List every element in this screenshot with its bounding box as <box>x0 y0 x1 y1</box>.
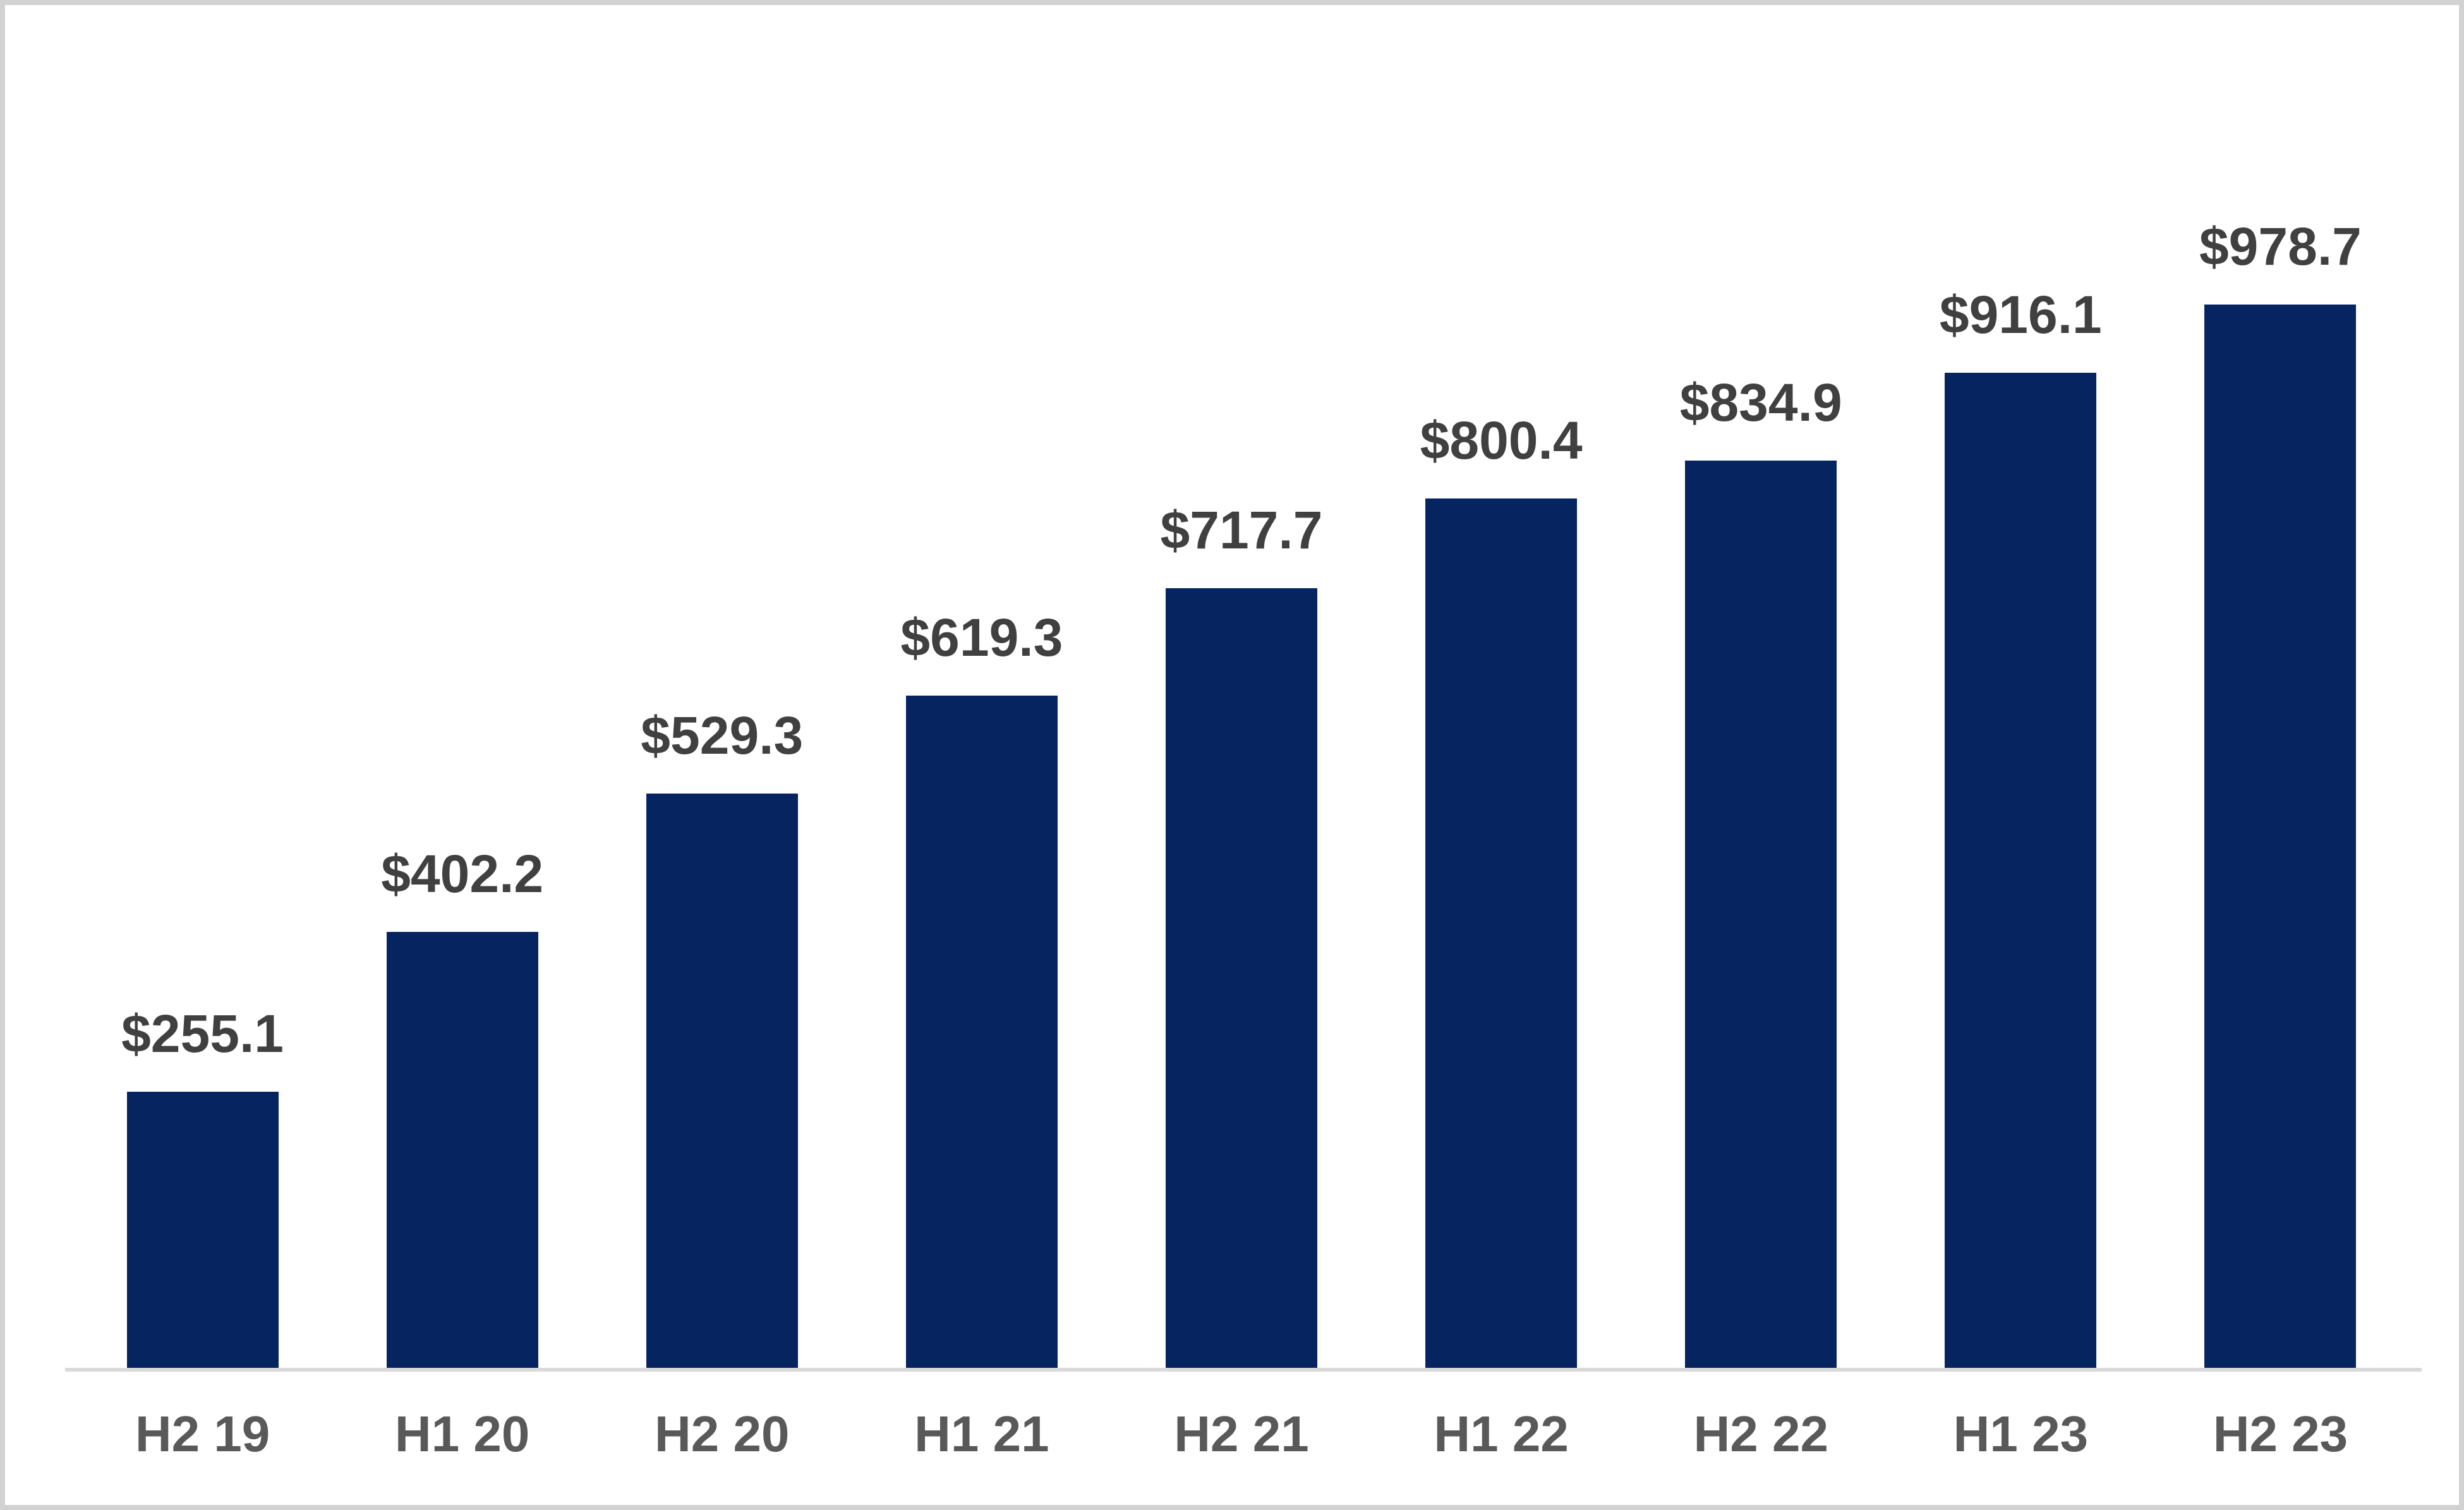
bar <box>1425 498 1578 1370</box>
x-axis-label: H1 23 <box>1953 1406 2089 1462</box>
x-axis-line <box>65 1368 2422 1372</box>
bar-value-label: $800.4 <box>1420 411 1583 470</box>
bar-value-label: $402.2 <box>381 844 544 903</box>
bar-value-label: $978.7 <box>2199 217 2362 276</box>
bar-value-label: $619.3 <box>900 608 1063 667</box>
bar <box>646 794 798 1370</box>
bar <box>2204 305 2357 1370</box>
bar <box>386 932 538 1370</box>
bar <box>1165 588 1317 1370</box>
x-axis-label: H2 19 <box>135 1406 270 1462</box>
bar-value-label: $834.9 <box>1679 373 1842 432</box>
plot-area: $255.1 $402.2 $529.3 $619.3 $717.7 $800.… <box>73 220 2410 1370</box>
bar <box>126 1092 279 1370</box>
bar-slot: $916.1 <box>1891 281 2151 1370</box>
x-axis-label: H2 23 <box>2213 1406 2348 1462</box>
x-axis-label: H1 21 <box>914 1406 1049 1462</box>
x-axis-label: H2 22 <box>1693 1406 1828 1462</box>
x-axis-label: H2 21 <box>1174 1406 1309 1462</box>
x-axis-labels: H2 19 H1 20 H2 20 H1 21 H2 21 H1 22 H2 2… <box>73 1409 2410 1459</box>
bar-slot: $619.3 <box>852 281 1111 1370</box>
bar-value-label: $529.3 <box>641 706 804 765</box>
bar-value-label: $717.7 <box>1160 500 1323 560</box>
bar-value-label: $255.1 <box>121 1004 284 1063</box>
bar-slot: $717.7 <box>1111 281 1371 1370</box>
x-axis-label: H1 20 <box>394 1406 530 1462</box>
bar-slot: $529.3 <box>592 281 852 1370</box>
bar <box>1945 373 2097 1370</box>
bar-slot: $255.1 <box>73 281 332 1370</box>
bar-slot: $834.9 <box>1631 281 1891 1370</box>
x-axis-label: H2 20 <box>655 1406 790 1462</box>
x-axis-label: H1 22 <box>1434 1406 1569 1462</box>
bar <box>905 696 1058 1370</box>
bar-slot: $402.2 <box>332 281 592 1370</box>
bar-slot: $800.4 <box>1372 281 1631 1370</box>
bar <box>1685 461 1837 1370</box>
bar-value-label: $916.1 <box>1939 285 2102 344</box>
bar-slot: $978.7 <box>2151 220 2410 1370</box>
